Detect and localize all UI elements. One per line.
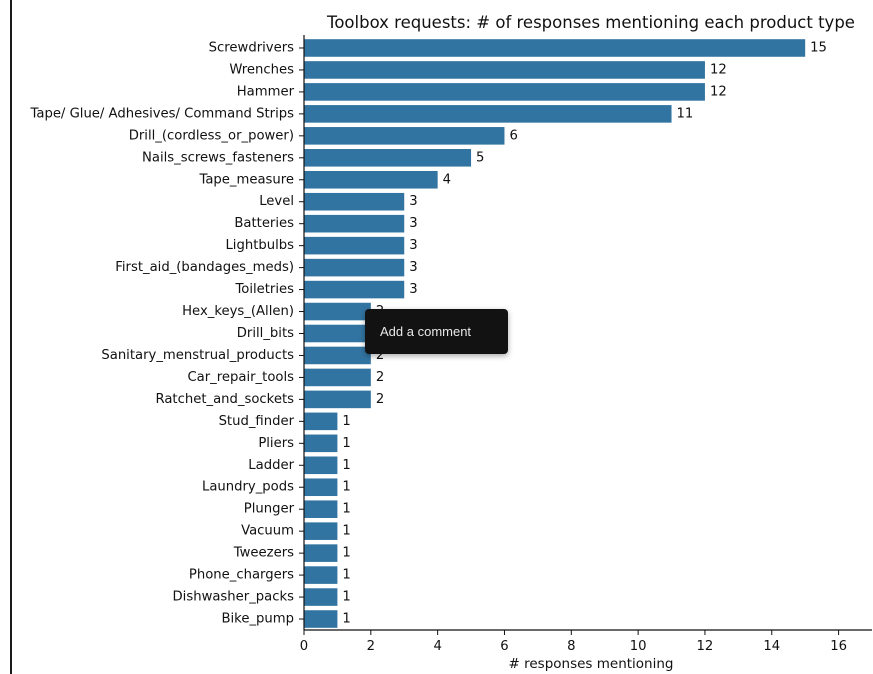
bar (304, 170, 438, 189)
value-label: 1 (342, 414, 350, 429)
bar (304, 214, 405, 233)
bar (304, 412, 338, 431)
x-tick-label: 16 (830, 639, 847, 654)
value-label: 6 (509, 128, 517, 143)
category-label: Pliers (258, 436, 294, 451)
category-label: Tape/ Glue/ Adhesives/ Command Strips (30, 106, 295, 121)
category-label: Stud_finder (219, 414, 295, 429)
category-label: Screwdrivers (209, 40, 294, 55)
category-label: Car_repair_tools (187, 370, 294, 385)
value-label: 1 (342, 546, 350, 561)
category-label: Ratchet_and_sockets (155, 392, 294, 407)
category-label: Dishwasher_packs (173, 590, 295, 605)
x-tick-label: 6 (500, 639, 508, 654)
bar (304, 522, 338, 540)
bar (304, 149, 472, 167)
bar (304, 390, 371, 409)
value-label: 11 (677, 106, 694, 121)
category-label: Hex_keys_(Allen) (182, 304, 294, 319)
x-tick-label: 2 (367, 639, 375, 654)
category-label: Wrenches (229, 62, 294, 77)
value-label: 1 (342, 502, 350, 517)
category-label: First_aid_(bandages_meds) (115, 260, 294, 275)
category-label: Phone_chargers (189, 568, 294, 583)
bar (304, 544, 338, 562)
bar (304, 280, 405, 299)
value-label: 3 (409, 260, 417, 275)
value-label: 1 (342, 612, 350, 627)
category-label: Level (259, 194, 294, 209)
value-label: 1 (342, 568, 350, 583)
value-label: 2 (376, 392, 384, 407)
x-tick-label: 4 (433, 639, 441, 654)
bar (304, 127, 505, 145)
bar (304, 456, 338, 475)
category-label: Batteries (234, 216, 294, 231)
x-tick-label: 8 (567, 639, 575, 654)
category-label: Tape_measure (198, 172, 294, 187)
bars-group (304, 39, 806, 628)
x-tick-label: 14 (763, 639, 780, 654)
bar (304, 39, 806, 57)
value-label: 1 (342, 524, 350, 539)
bar (304, 105, 672, 123)
bar (304, 478, 338, 497)
x-tick-label: 0 (300, 639, 308, 654)
bar (304, 434, 338, 453)
tooltip-text: Add a comment (380, 324, 472, 339)
value-label: 3 (409, 216, 417, 231)
category-label: Hammer (237, 84, 295, 99)
value-label: 1 (342, 590, 350, 605)
value-label: 5 (476, 150, 484, 165)
category-label: Nails_screws_fasteners (142, 150, 294, 165)
value-label: 3 (409, 282, 417, 297)
bar (304, 302, 371, 321)
category-label: Plunger (244, 502, 295, 517)
category-label: Laundry_pods (202, 480, 294, 495)
x-tick-label: 10 (630, 639, 647, 654)
value-label: 15 (810, 40, 827, 55)
category-label: Toiletries (234, 282, 294, 297)
category-labels-group: Screwdrivers Wrenches Hammer Tape/ Glue/ Ad… (30, 40, 295, 626)
value-labels-group: 1512121165433333222221111111111 (342, 40, 827, 626)
value-label: 1 (342, 480, 350, 495)
value-label: 2 (376, 348, 384, 363)
category-label: Ladder (248, 458, 294, 473)
bar (304, 236, 405, 255)
category-label: Sanitary_menstrual_products (101, 348, 294, 363)
category-label: Bike_pump (221, 612, 294, 627)
chart-title: Toolbox requests: # of responses mention… (326, 13, 855, 32)
value-label: 12 (710, 62, 727, 77)
category-label: Vacuum (241, 524, 294, 539)
bar (304, 610, 338, 628)
value-label: 4 (443, 172, 451, 187)
add-comment-tooltip[interactable]: Add a comment (365, 309, 508, 354)
bar (304, 566, 338, 584)
left-border-rule (10, 0, 12, 674)
value-label: 3 (409, 194, 417, 209)
bar (304, 500, 338, 518)
value-label: 2 (376, 370, 384, 385)
category-label: Tweezers (233, 546, 294, 561)
category-label: Drill_bits (237, 326, 294, 341)
x-tick-label: 12 (697, 639, 714, 654)
bar (304, 368, 371, 387)
bar (304, 61, 705, 79)
value-label: 12 (710, 84, 727, 99)
value-label: 1 (342, 458, 350, 473)
value-label: 1 (342, 436, 350, 451)
axes-group: 0 2 4 6 8 10 12 14 16 (299, 35, 872, 654)
bar (304, 324, 371, 343)
category-label: Lightbulbs (225, 238, 294, 253)
bar (304, 83, 705, 101)
x-axis-label: # responses mentioning (509, 656, 674, 672)
bar (304, 588, 338, 606)
bar (304, 346, 371, 365)
bar (304, 192, 405, 211)
category-label: Drill_(cordless_or_power) (129, 128, 294, 143)
value-label: 3 (409, 238, 417, 253)
bar (304, 258, 405, 277)
